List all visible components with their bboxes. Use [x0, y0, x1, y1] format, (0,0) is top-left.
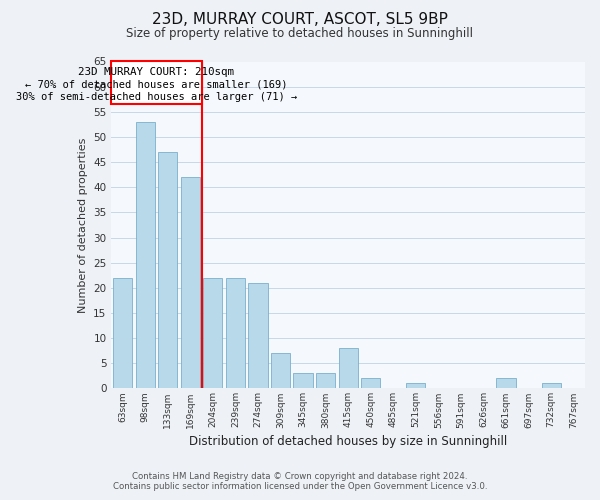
- Text: Size of property relative to detached houses in Sunninghill: Size of property relative to detached ho…: [127, 28, 473, 40]
- Bar: [271, 353, 290, 388]
- Text: ← 70% of detached houses are smaller (169): ← 70% of detached houses are smaller (16…: [25, 79, 287, 89]
- Bar: [338, 348, 358, 389]
- Bar: [181, 177, 200, 388]
- Bar: [113, 278, 132, 388]
- X-axis label: Distribution of detached houses by size in Sunninghill: Distribution of detached houses by size …: [189, 434, 507, 448]
- Bar: [316, 374, 335, 388]
- Text: 30% of semi-detached houses are larger (71) →: 30% of semi-detached houses are larger (…: [16, 92, 297, 102]
- Y-axis label: Number of detached properties: Number of detached properties: [77, 138, 88, 312]
- Bar: [248, 283, 268, 389]
- Bar: [293, 374, 313, 388]
- Bar: [496, 378, 515, 388]
- FancyBboxPatch shape: [112, 62, 202, 104]
- Bar: [136, 122, 155, 388]
- Bar: [406, 384, 425, 388]
- Text: Contains HM Land Registry data © Crown copyright and database right 2024.
Contai: Contains HM Land Registry data © Crown c…: [113, 472, 487, 491]
- Bar: [542, 384, 561, 388]
- Bar: [226, 278, 245, 388]
- Bar: [361, 378, 380, 388]
- Text: 23D MURRAY COURT: 210sqm: 23D MURRAY COURT: 210sqm: [79, 66, 235, 76]
- Bar: [158, 152, 178, 388]
- Bar: [203, 278, 223, 388]
- Text: 23D, MURRAY COURT, ASCOT, SL5 9BP: 23D, MURRAY COURT, ASCOT, SL5 9BP: [152, 12, 448, 28]
